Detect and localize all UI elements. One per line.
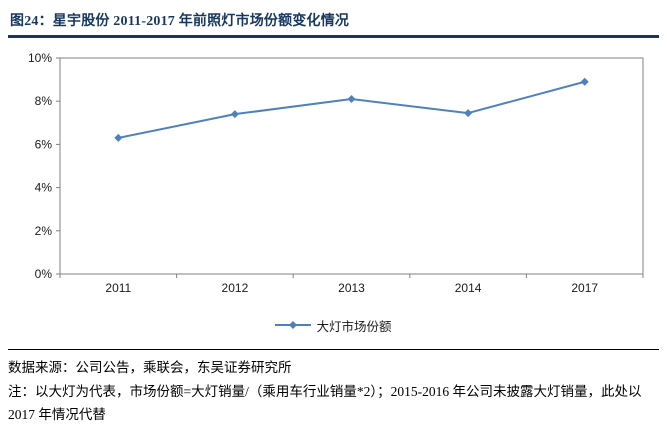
legend-marker-icon (275, 321, 312, 329)
x-tick-label: 2014 (455, 281, 482, 295)
footer-divider (8, 349, 659, 350)
line-chart: 0% 2% 4% 6% 8% 10% 2011 2012 2013 2014 2017 (28, 51, 644, 295)
data-point-marker (580, 77, 589, 86)
footer: 数据来源：公司公告，乘联会，东吴证券研究所 注：以大灯为代表，市场份额=大灯销量… (8, 356, 659, 427)
data-point-marker (114, 133, 123, 142)
y-tick-label: 2% (35, 224, 53, 238)
series-line (118, 80, 585, 139)
y-tick-label: 8% (35, 94, 53, 108)
x-tick-label: 2013 (338, 281, 365, 295)
x-tick-label: 2012 (222, 281, 249, 295)
y-tick-label: 4% (35, 181, 53, 195)
data-point-marker (230, 110, 239, 119)
note-text: 注：以大灯为代表，市场份额=大灯销量/（乘用车行业销量*2）；2015-2016… (8, 383, 642, 423)
chart-area: 0% 2% 4% 6% 8% 10% 2011 2012 2013 2014 2017 大灯市场份额 (8, 46, 659, 335)
figure-title: 图24：星宇股份 2011-2017 年前照灯市场份额变化情况 (8, 6, 659, 38)
y-tick-label: 0% (35, 267, 53, 281)
data-point-marker (347, 95, 356, 104)
legend: 大灯市场份额 (8, 315, 659, 335)
y-tick-label: 10% (28, 51, 52, 65)
legend-label: 大灯市场份额 (316, 319, 392, 334)
x-tick-label: 2017 (571, 281, 598, 295)
y-tick-label: 6% (35, 137, 53, 151)
plot-border (59, 57, 644, 275)
data-point-marker (464, 109, 473, 118)
x-tick-label: 2011 (105, 281, 131, 295)
source-text: 数据来源：公司公告，乘联会，东吴证券研究所 (8, 360, 292, 375)
